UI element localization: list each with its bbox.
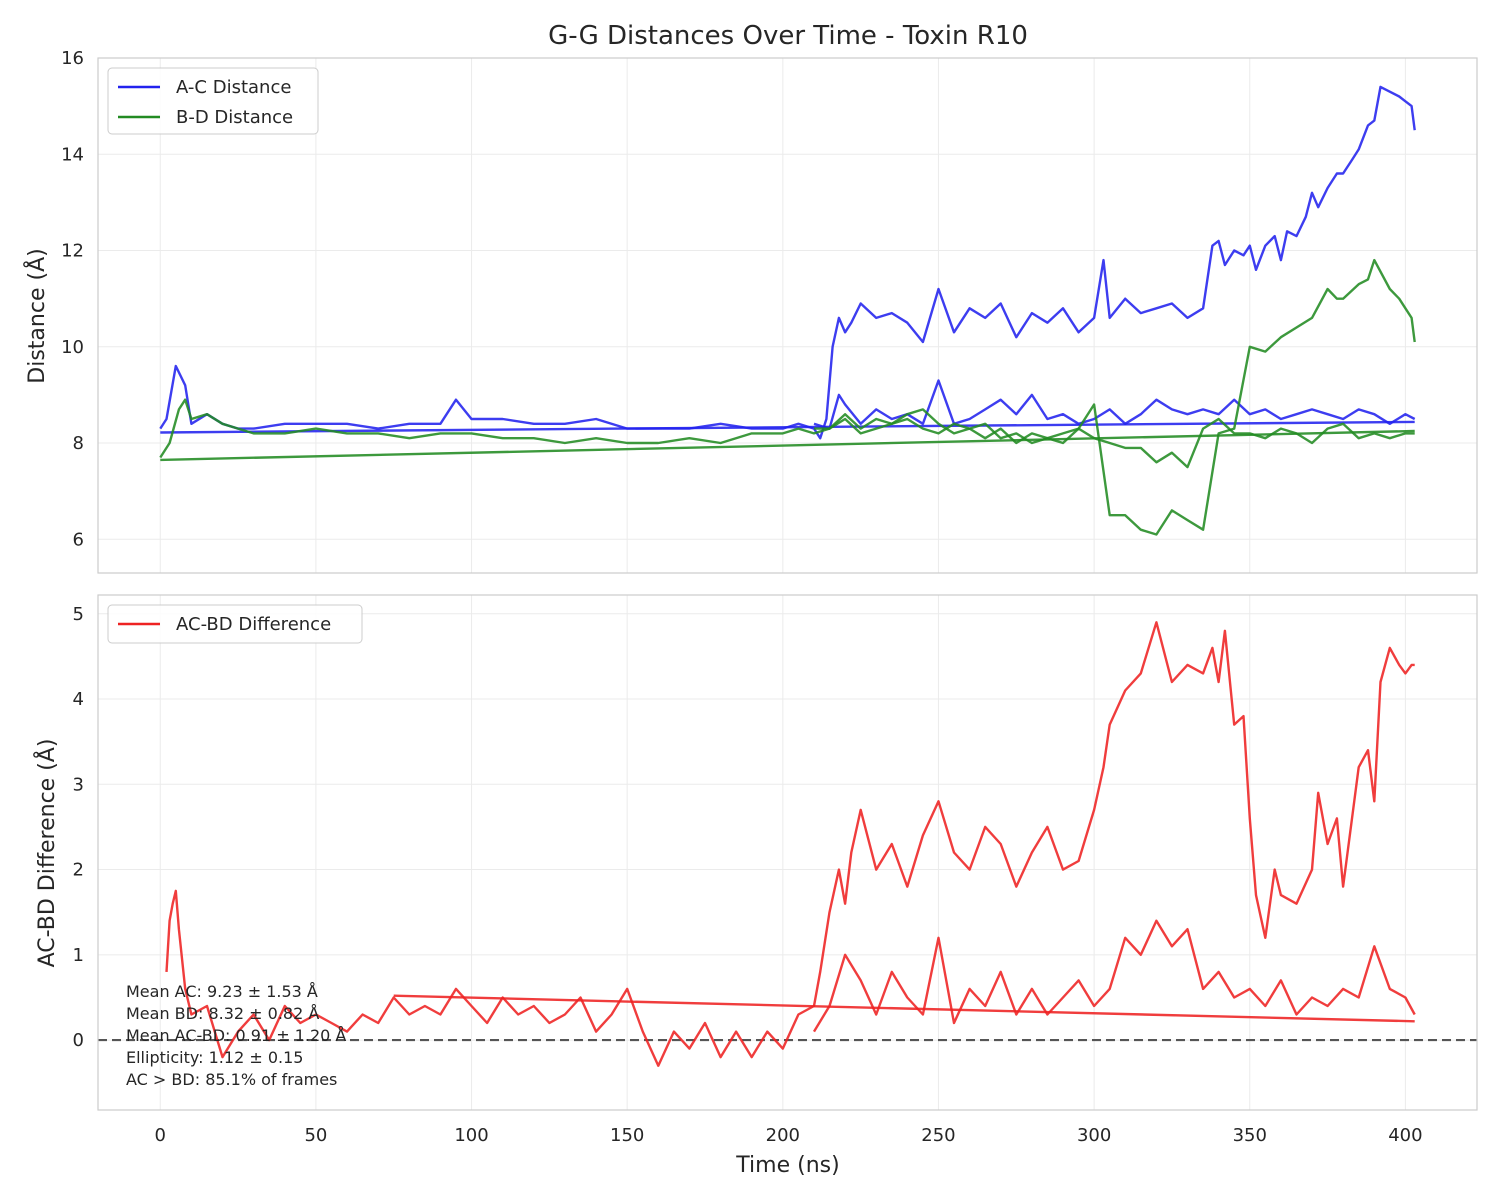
- y-tick-label: 12: [61, 241, 84, 262]
- top-y-axis-label: Distance (Å): [23, 248, 50, 383]
- legend-label: B-D Distance: [176, 107, 293, 128]
- y-tick-label: 6: [73, 529, 84, 550]
- y-tick-label: 1: [73, 945, 84, 966]
- legend: A-C Distance B-D Distance: [107, 67, 319, 135]
- series-0-2-line: [813, 379, 1416, 430]
- a-c-distance-line: [159, 85, 1416, 440]
- legend: AC-BD Difference: [107, 604, 363, 644]
- series-1-2-line: [812, 919, 1416, 1033]
- x-tick-label: 250: [921, 1125, 955, 1146]
- y-tick-label: 8: [73, 433, 84, 454]
- stats-ac-gt-bd: AC > BD: 85.1% of frames: [126, 1070, 337, 1089]
- x-tick-label: 50: [304, 1125, 327, 1146]
- b-d-distance-line: [159, 258, 1416, 536]
- grid: [98, 57, 1477, 573]
- x-tick-label: 350: [1233, 1125, 1267, 1146]
- y-tick-label: 2: [73, 860, 84, 881]
- y-tick-label: 16: [61, 48, 84, 69]
- ac-bd-difference-line: [165, 621, 1415, 1067]
- series-0-1-line: [160, 420, 1415, 434]
- series-0-4-line: [160, 429, 1415, 462]
- x-tick-label: 150: [610, 1125, 644, 1146]
- stats-mean-bd: Mean BD: 8.32 ± 0.82 Å: [126, 1004, 319, 1023]
- x-tick-label: 0: [155, 1125, 166, 1146]
- y-tick-label: 0: [73, 1030, 84, 1051]
- x-axis-label: Time (ns): [735, 1153, 839, 1178]
- x-tick-label: 300: [1077, 1125, 1111, 1146]
- axes-frame: [97, 57, 1478, 574]
- y-tick-label: 3: [73, 774, 84, 795]
- y-tick-label: 14: [61, 144, 84, 165]
- y-tick-label: 5: [73, 604, 84, 625]
- bottom-y-axis-label: AC-BD Difference (Å): [33, 739, 60, 968]
- chart-title: G-G Distances Over Time - Toxin R10: [548, 21, 1028, 51]
- top-panel: 6 8 10 12 14 16 A-C Distance B-D Distance: [61, 48, 1478, 574]
- legend-box: [107, 604, 363, 644]
- axes-frame: [97, 594, 1478, 1111]
- x-tick-label: 100: [454, 1125, 488, 1146]
- x-tick-label: 400: [1388, 1125, 1422, 1146]
- legend-box: [107, 67, 319, 135]
- legend-label: AC-BD Difference: [176, 614, 331, 635]
- stats-ellipticity: Ellipticity: 1.12 ± 0.15: [126, 1048, 303, 1067]
- stats-annotation: Mean AC: 9.23 ± 1.53 Å Mean BD: 8.32 ± 0…: [126, 982, 346, 1089]
- x-tick-label: 200: [766, 1125, 800, 1146]
- series-1-1-line: [393, 994, 1415, 1023]
- series-0-5-line: [814, 417, 1415, 469]
- y-tick-label: 4: [73, 689, 84, 710]
- stats-mean-ac: Mean AC: 9.23 ± 1.53 Å: [126, 982, 318, 1001]
- legend-label: A-C Distance: [176, 77, 291, 98]
- y-tick-label: 10: [61, 337, 84, 358]
- stats-mean-diff: Mean AC-BD: 0.91 ± 1.20 Å: [126, 1026, 346, 1045]
- grid: [98, 595, 1477, 1110]
